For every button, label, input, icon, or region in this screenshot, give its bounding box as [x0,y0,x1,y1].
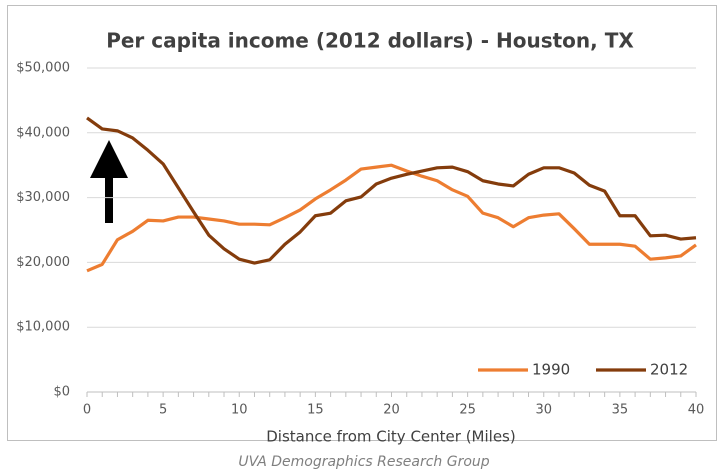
y-tick-label: $20,000 [16,255,70,270]
x-tick-label: 35 [612,403,629,418]
x-tick-label: 20 [383,403,400,418]
y-tick-label: $0 [53,385,70,400]
x-tick-label: 5 [159,403,167,418]
arrow-annotation [90,140,128,223]
series-line [86,116,697,265]
x-tick-label: 40 [688,403,705,418]
arrow-head [90,140,128,178]
y-tick-label: $50,000 [16,61,70,76]
x-tick-label: 30 [535,403,552,418]
x-tick-label: 25 [459,403,476,418]
y-tick-label: $10,000 [16,320,70,335]
x-tick-label: 15 [307,403,324,418]
legend-label: 1990 [532,361,570,379]
x-tick-label: 10 [231,403,248,418]
y-tick-label: $30,000 [16,190,70,205]
series-line [86,163,697,273]
legend-label: 2012 [650,361,688,379]
chart-border [7,5,717,441]
x-tick-label: 0 [83,403,91,418]
source-note: UVA Demographics Research Group [238,454,489,470]
arrow-shaft [105,176,113,223]
chart-title: Per capita income (2012 dollars) - Houst… [106,29,634,53]
y-tick-label: $40,000 [16,125,70,140]
x-axis-title: Distance from City Center (Miles) [266,428,515,446]
